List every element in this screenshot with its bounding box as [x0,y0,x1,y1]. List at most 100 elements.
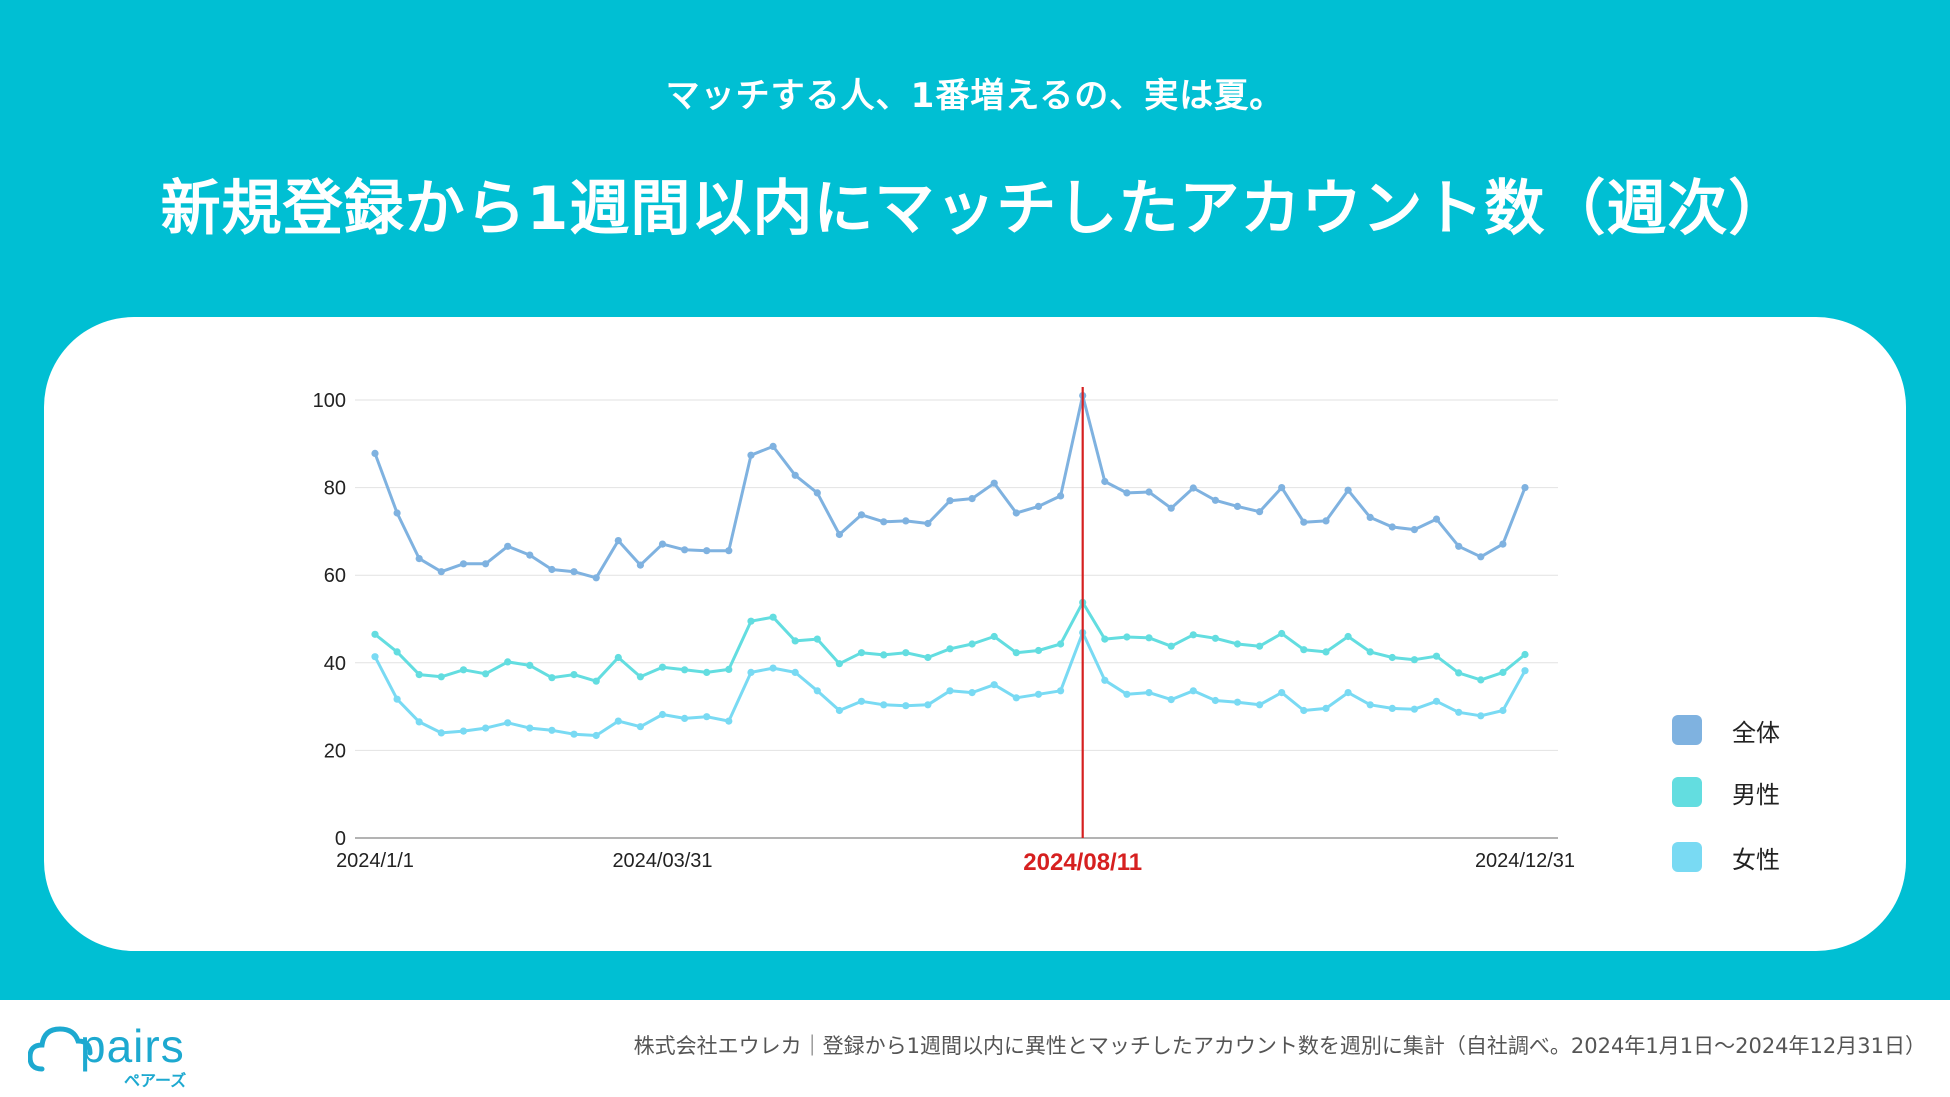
data-point [548,565,556,574]
data-point [548,726,556,734]
data-point [415,671,423,679]
data-point [1256,701,1264,709]
data-point [1034,690,1043,698]
legend-swatch-male [1672,777,1702,807]
data-point [371,630,379,638]
y-tick-label: 20 [324,740,346,762]
legend-item-all: 全体 [1672,714,1780,747]
logo-subtext: ペアーズ [124,1071,187,1090]
data-point [1145,488,1153,496]
data-point [459,727,468,735]
data-point [1521,484,1529,492]
data-point [459,560,468,568]
y-tick-label: 60 [324,565,346,587]
data-point [1012,649,1020,657]
data-point [1012,509,1020,517]
data-point [1189,484,1197,492]
data-point [1499,706,1507,715]
data-point [924,701,932,709]
data-point [526,551,534,559]
y-tick-label: 80 [324,478,346,500]
data-point [902,517,910,525]
data-point [592,731,600,740]
data-point [1499,540,1507,548]
data-point [857,511,866,519]
data-point [437,729,445,737]
data-point [1344,486,1352,494]
data-point [835,706,844,715]
data-point [924,653,932,662]
data-point [1211,634,1219,642]
x-axis-ticks: 2024/1/1 2024/03/31 2024/08/11 2024/12/31 [336,849,1575,876]
data-point [658,710,667,719]
data-point [1366,648,1374,656]
data-point [548,674,556,682]
data-point [703,668,711,677]
data-point [658,663,667,671]
data-point [482,560,490,568]
data-point [747,451,755,459]
data-point [813,687,821,695]
data-point [1410,526,1418,534]
data-point [725,547,733,555]
data-point [813,489,821,497]
data-point [570,568,578,576]
data-point [791,637,799,645]
x-tick-label: 2024/1/1 [336,850,414,872]
data-point [880,651,888,659]
data-point [415,555,423,563]
data-point [1057,687,1065,695]
data-point [946,687,954,695]
legend-item-male: 男性 [1672,776,1780,809]
data-point [393,648,401,656]
data-point [504,658,512,666]
data-point [526,724,534,732]
data-point [1211,496,1219,504]
data-point [1300,646,1308,654]
y-tick-label: 100 [313,390,346,412]
series-2 [371,629,1529,740]
data-point [1521,650,1529,659]
data-point [1477,712,1485,720]
data-point [1300,518,1308,526]
data-point [1455,669,1463,677]
data-point [570,671,578,679]
data-point [1278,484,1286,492]
data-point [1432,652,1441,660]
legend-label-male: 男性 [1732,780,1780,809]
data-point [725,717,733,725]
series-0 [371,392,1529,582]
series-line [373,394,1527,580]
data-point [1477,553,1485,561]
x-tick-label: 2024/03/31 [612,850,712,872]
data-point [703,713,711,721]
logo-wordmark: pairs [80,1020,185,1072]
data-point [482,724,490,732]
data-point [1322,704,1330,713]
data-point [1189,687,1197,695]
data-point [1322,517,1330,525]
data-point [570,730,578,738]
x-tick-label: 2024/12/31 [1475,850,1575,872]
data-point [1278,629,1286,638]
data-point [1034,502,1043,510]
x-tick-label: 2024/08/11 [1023,849,1142,876]
data-point [371,449,379,457]
data-point [1388,704,1396,713]
data-point [526,661,534,670]
data-point [791,668,799,677]
data-point [769,613,777,621]
data-point [813,635,821,643]
data-point [902,649,910,657]
legend-label-female: 女性 [1732,845,1780,874]
data-point [1189,631,1197,639]
data-point [393,695,401,703]
data-point [636,561,645,569]
data-point [1256,642,1264,650]
y-tick-label: 40 [324,653,346,675]
data-point [1233,698,1242,706]
data-point [857,649,866,657]
data-point [592,574,600,582]
data-point [946,497,954,505]
